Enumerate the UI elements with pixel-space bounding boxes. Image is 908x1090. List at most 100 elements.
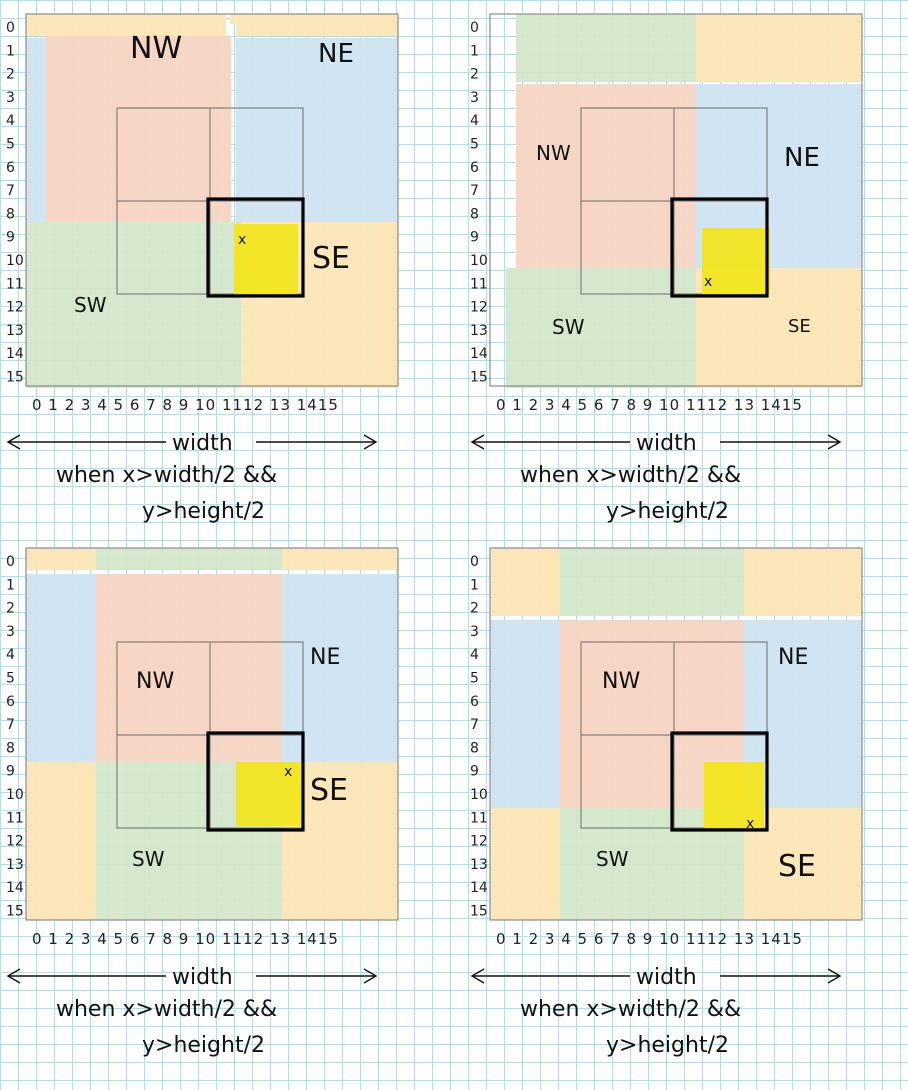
sw-label: SW: [132, 847, 165, 871]
row-label: 7: [6, 717, 15, 733]
quadrant-fills: [490, 548, 862, 920]
row-label: 4: [470, 647, 479, 663]
se-label: SE: [312, 241, 350, 276]
point-marker: x: [284, 764, 292, 780]
row-label: 1: [6, 43, 15, 59]
se-label: SE: [788, 316, 811, 337]
row-label: 2: [470, 601, 479, 617]
row-label: 13: [470, 323, 488, 339]
arrowhead-right: [363, 968, 378, 984]
condition-line-2: y>height/2: [606, 1033, 729, 1058]
row-label: 11: [6, 810, 24, 826]
row-label: 15: [6, 370, 24, 386]
row-label: 3: [470, 624, 479, 640]
row-label: 10: [6, 253, 24, 269]
row-label: 6: [470, 160, 479, 176]
panel-frame: [489, 547, 863, 921]
condition-line-2: y>height/2: [142, 1033, 265, 1058]
nw-region: [45, 36, 231, 222]
se-region: [490, 808, 560, 920]
point-marker: x: [704, 274, 712, 290]
sw-region: [26, 222, 241, 388]
se-region: [282, 548, 398, 570]
row-label: 6: [470, 694, 479, 710]
selected-cell-highlight: [236, 762, 302, 826]
row-label: 7: [470, 717, 479, 733]
se-region: [490, 548, 560, 616]
arrowhead-left: [6, 434, 21, 450]
se-region: [26, 762, 96, 920]
row-label: 15: [6, 904, 24, 920]
row-label: 14: [6, 880, 24, 896]
column-labels: 0 1 2 3 4 5 6 7 8 9 10 1112 13 1415: [32, 930, 339, 948]
sw-region: [506, 268, 696, 388]
row-label: 11: [470, 810, 488, 826]
row-label: 2: [6, 67, 15, 83]
arrowhead-left: [470, 434, 485, 450]
ne-label: NE: [318, 39, 354, 69]
row-label: 12: [470, 834, 488, 850]
condition-line-1: when x>width/2 &&: [56, 997, 277, 1022]
row-label: 4: [470, 113, 479, 129]
row-label: 14: [6, 346, 24, 362]
sw-region: [560, 548, 744, 616]
width-label: width: [636, 431, 697, 456]
sw-label: SW: [74, 293, 107, 317]
se-region: [26, 14, 226, 36]
ne-label: NE: [310, 645, 340, 670]
row-label: 8: [6, 740, 15, 756]
row-label: 6: [6, 694, 15, 710]
row-label: 7: [6, 183, 15, 199]
nw-label: NW: [602, 669, 640, 694]
row-label: 9: [470, 230, 479, 246]
row-label: 8: [6, 206, 15, 222]
row-label: 9: [470, 764, 479, 780]
selected-cell-highlight: [234, 224, 298, 294]
row-label: 12: [470, 300, 488, 316]
row-label: 10: [470, 253, 488, 269]
sw-label: SW: [596, 847, 629, 871]
row-label: 4: [6, 647, 15, 663]
width-label: width: [172, 431, 233, 456]
se-label: SE: [310, 773, 348, 808]
ne-label: NE: [784, 143, 820, 173]
row-label: 13: [6, 857, 24, 873]
ne-label: NE: [778, 645, 808, 670]
quadrant-fills: [506, 14, 862, 388]
row-label: 13: [470, 857, 488, 873]
row-label: 10: [470, 787, 488, 803]
row-label: 8: [470, 740, 479, 756]
row-label: 3: [6, 90, 15, 106]
quadrant-fills: [26, 548, 398, 920]
nw-region: [516, 84, 696, 268]
condition-line-2: y>height/2: [142, 499, 265, 524]
row-label: 8: [470, 206, 479, 222]
row-label: 11: [470, 276, 488, 292]
row-label: 5: [6, 671, 15, 687]
row-label: 0: [6, 20, 15, 36]
row-label: 14: [470, 346, 488, 362]
column-labels: 0 1 2 3 4 5 6 7 8 9 10 1112 13 1415: [496, 396, 803, 414]
ne-region: [282, 574, 398, 762]
width-label: width: [636, 965, 697, 990]
ne-region: [26, 38, 45, 222]
condition-line-1: when x>width/2 &&: [56, 463, 277, 488]
nw-region: [96, 574, 282, 762]
row-label: 3: [470, 90, 479, 106]
nw-label: NW: [136, 669, 174, 694]
column-labels: 0 1 2 3 4 5 6 7 8 9 10 1112 13 1415: [32, 396, 339, 414]
se-quadrant-outline: [670, 197, 769, 298]
se-label: SE: [778, 849, 816, 884]
row-label: 13: [6, 323, 24, 339]
panel-frame: [25, 547, 399, 921]
selected-cell-highlight: [704, 762, 764, 828]
row-label: 7: [470, 183, 479, 199]
se-region: [744, 548, 862, 616]
ne-region: [236, 38, 398, 222]
row-label: 9: [6, 764, 15, 780]
